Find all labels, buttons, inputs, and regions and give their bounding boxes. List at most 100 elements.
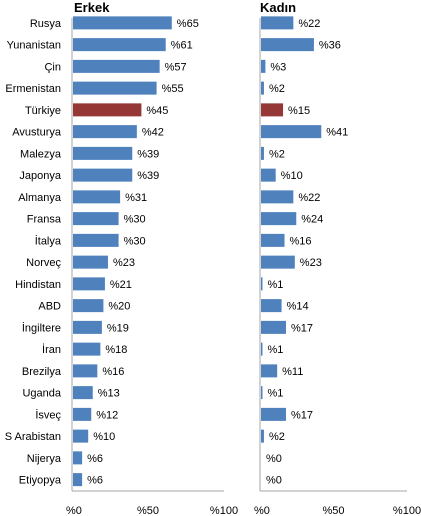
male-bar [73,451,83,465]
female-bar [261,81,264,95]
male-bar [73,233,119,247]
category-label: İngiltere [22,321,61,334]
category-label: Çin [44,61,61,73]
female-value-label: %2 [269,83,285,95]
female-value-label: %2 [269,148,285,160]
category-label: Uganda [22,388,61,400]
female-value-label: %22 [298,192,320,204]
male-bar [73,429,89,443]
male-value-label: %21 [110,279,132,291]
category-label: Rusya [30,18,62,30]
male-bar [73,342,101,356]
category-label: Norveç [26,257,61,269]
male-value-label: %23 [113,257,135,269]
male-panel-title: Erkek [74,0,110,15]
male-bar [73,277,105,291]
category-label: S Arabistan [5,431,61,443]
category-label: Malezya [20,148,62,160]
male-bar [73,473,83,487]
female-value-label: %11 [282,366,303,378]
female-x-tick-label: %100 [393,505,421,516]
female-bar [261,190,294,204]
male-value-label: %19 [107,322,129,334]
female-value-label: %24 [301,214,323,226]
female-value-label: %15 [288,105,310,117]
female-value-label: %0 [266,453,282,465]
male-bar [73,81,157,95]
male-value-label: %13 [98,388,120,400]
male-bar [73,59,160,73]
male-x-tick-label: %50 [137,505,159,516]
female-bar [261,342,263,356]
female-bar [261,407,286,421]
female-bar [261,255,295,269]
male-value-label: %10 [93,431,115,443]
male-value-label: %55 [162,83,184,95]
female-value-label: %41 [326,127,348,139]
category-label: Nijerya [27,453,62,465]
male-bar [73,364,98,378]
female-bar [261,320,286,334]
male-bar [73,255,108,269]
female-bar [261,364,278,378]
category-label: Almanya [18,192,62,204]
category-label: Etiyopya [19,475,62,487]
male-value-label: %42 [142,127,164,139]
male-value-label: %45 [146,105,168,117]
male-value-label: %30 [124,235,146,247]
category-label: Japonya [19,170,61,182]
female-x-tick-label: %50 [322,505,344,516]
male-value-label: %61 [171,40,193,52]
female-bar [261,125,322,139]
male-bar [73,125,137,139]
male-value-label: %12 [96,409,118,421]
male-bar [73,168,133,182]
female-x-tick-label: %0 [254,505,270,516]
female-value-label: %10 [281,170,303,182]
category-label: Ermenistan [5,83,61,95]
female-value-label: %16 [290,235,312,247]
male-value-label: %39 [137,170,159,182]
male-bar [73,38,166,52]
female-value-label: %1 [267,344,283,356]
female-bar [261,212,297,226]
category-label: İtalya [35,234,62,247]
male-value-label: %31 [125,192,147,204]
female-value-label: %22 [298,18,320,30]
female-bar [261,146,264,160]
female-value-label: %3 [270,61,286,73]
male-value-label: %57 [165,61,187,73]
female-bar [261,233,285,247]
male-bar [73,16,172,30]
female-bar [261,16,294,30]
male-bar [73,212,119,226]
male-value-label: %65 [177,18,199,30]
female-value-label: %2 [269,431,285,443]
female-bar [261,429,264,443]
female-panel-title: Kadın [260,0,296,15]
category-label: ABD [38,301,61,313]
female-value-label: %1 [267,388,283,400]
male-bar [73,103,142,117]
male-value-label: %18 [105,344,127,356]
male-value-label: %6 [87,453,103,465]
female-bar [261,386,263,400]
female-value-label: %36 [319,40,341,52]
female-value-label: %14 [287,301,309,313]
female-value-label: %17 [291,322,313,334]
category-label: Fransa [27,214,62,226]
category-label: İran [42,343,61,356]
female-value-label: %1 [267,279,283,291]
female-bar [261,277,263,291]
female-bar [261,299,282,313]
category-label: Yunanistan [7,40,61,52]
male-x-tick-label: %0 [66,505,82,516]
category-label: İsveç [35,408,61,421]
female-value-label: %17 [291,409,313,421]
male-value-label: %20 [108,301,130,313]
category-label: Avusturya [12,127,62,139]
male-value-label: %39 [137,148,159,160]
male-bar [73,320,102,334]
female-bar [261,59,266,73]
